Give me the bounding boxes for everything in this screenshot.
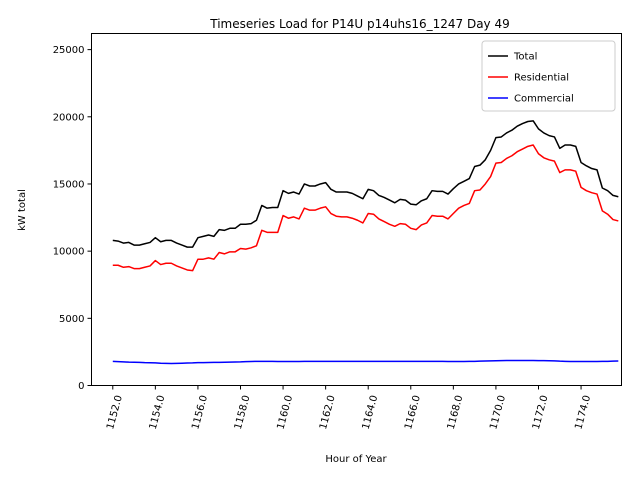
chart-title: Timeseries Load for P14U p14uhs16_1247 D… [209, 17, 510, 31]
legend-label-residential: Residential [514, 73, 569, 84]
y-tick-label: 15000 [53, 179, 85, 190]
y-tick-label: 20000 [53, 112, 85, 123]
y-tick-label: 25000 [53, 45, 85, 56]
legend-box [481, 40, 616, 112]
y-axis-label: kW total [17, 189, 28, 231]
plot-frame [91, 33, 622, 386]
series-line-commercial [112, 359, 619, 365]
legend: Total Residential Commercial [481, 40, 616, 112]
series-line-total [112, 120, 619, 248]
x-axis-label: Hour of Year [325, 454, 387, 465]
series-layer [112, 120, 619, 365]
y-tick-label: 5000 [59, 314, 84, 325]
y-tick-label: 0 [78, 381, 84, 392]
series-line-residential [112, 144, 619, 272]
legend-label-commercial: Commercial [514, 94, 574, 105]
y-tick-label: 10000 [53, 247, 85, 258]
legend-label-total: Total [513, 52, 537, 63]
